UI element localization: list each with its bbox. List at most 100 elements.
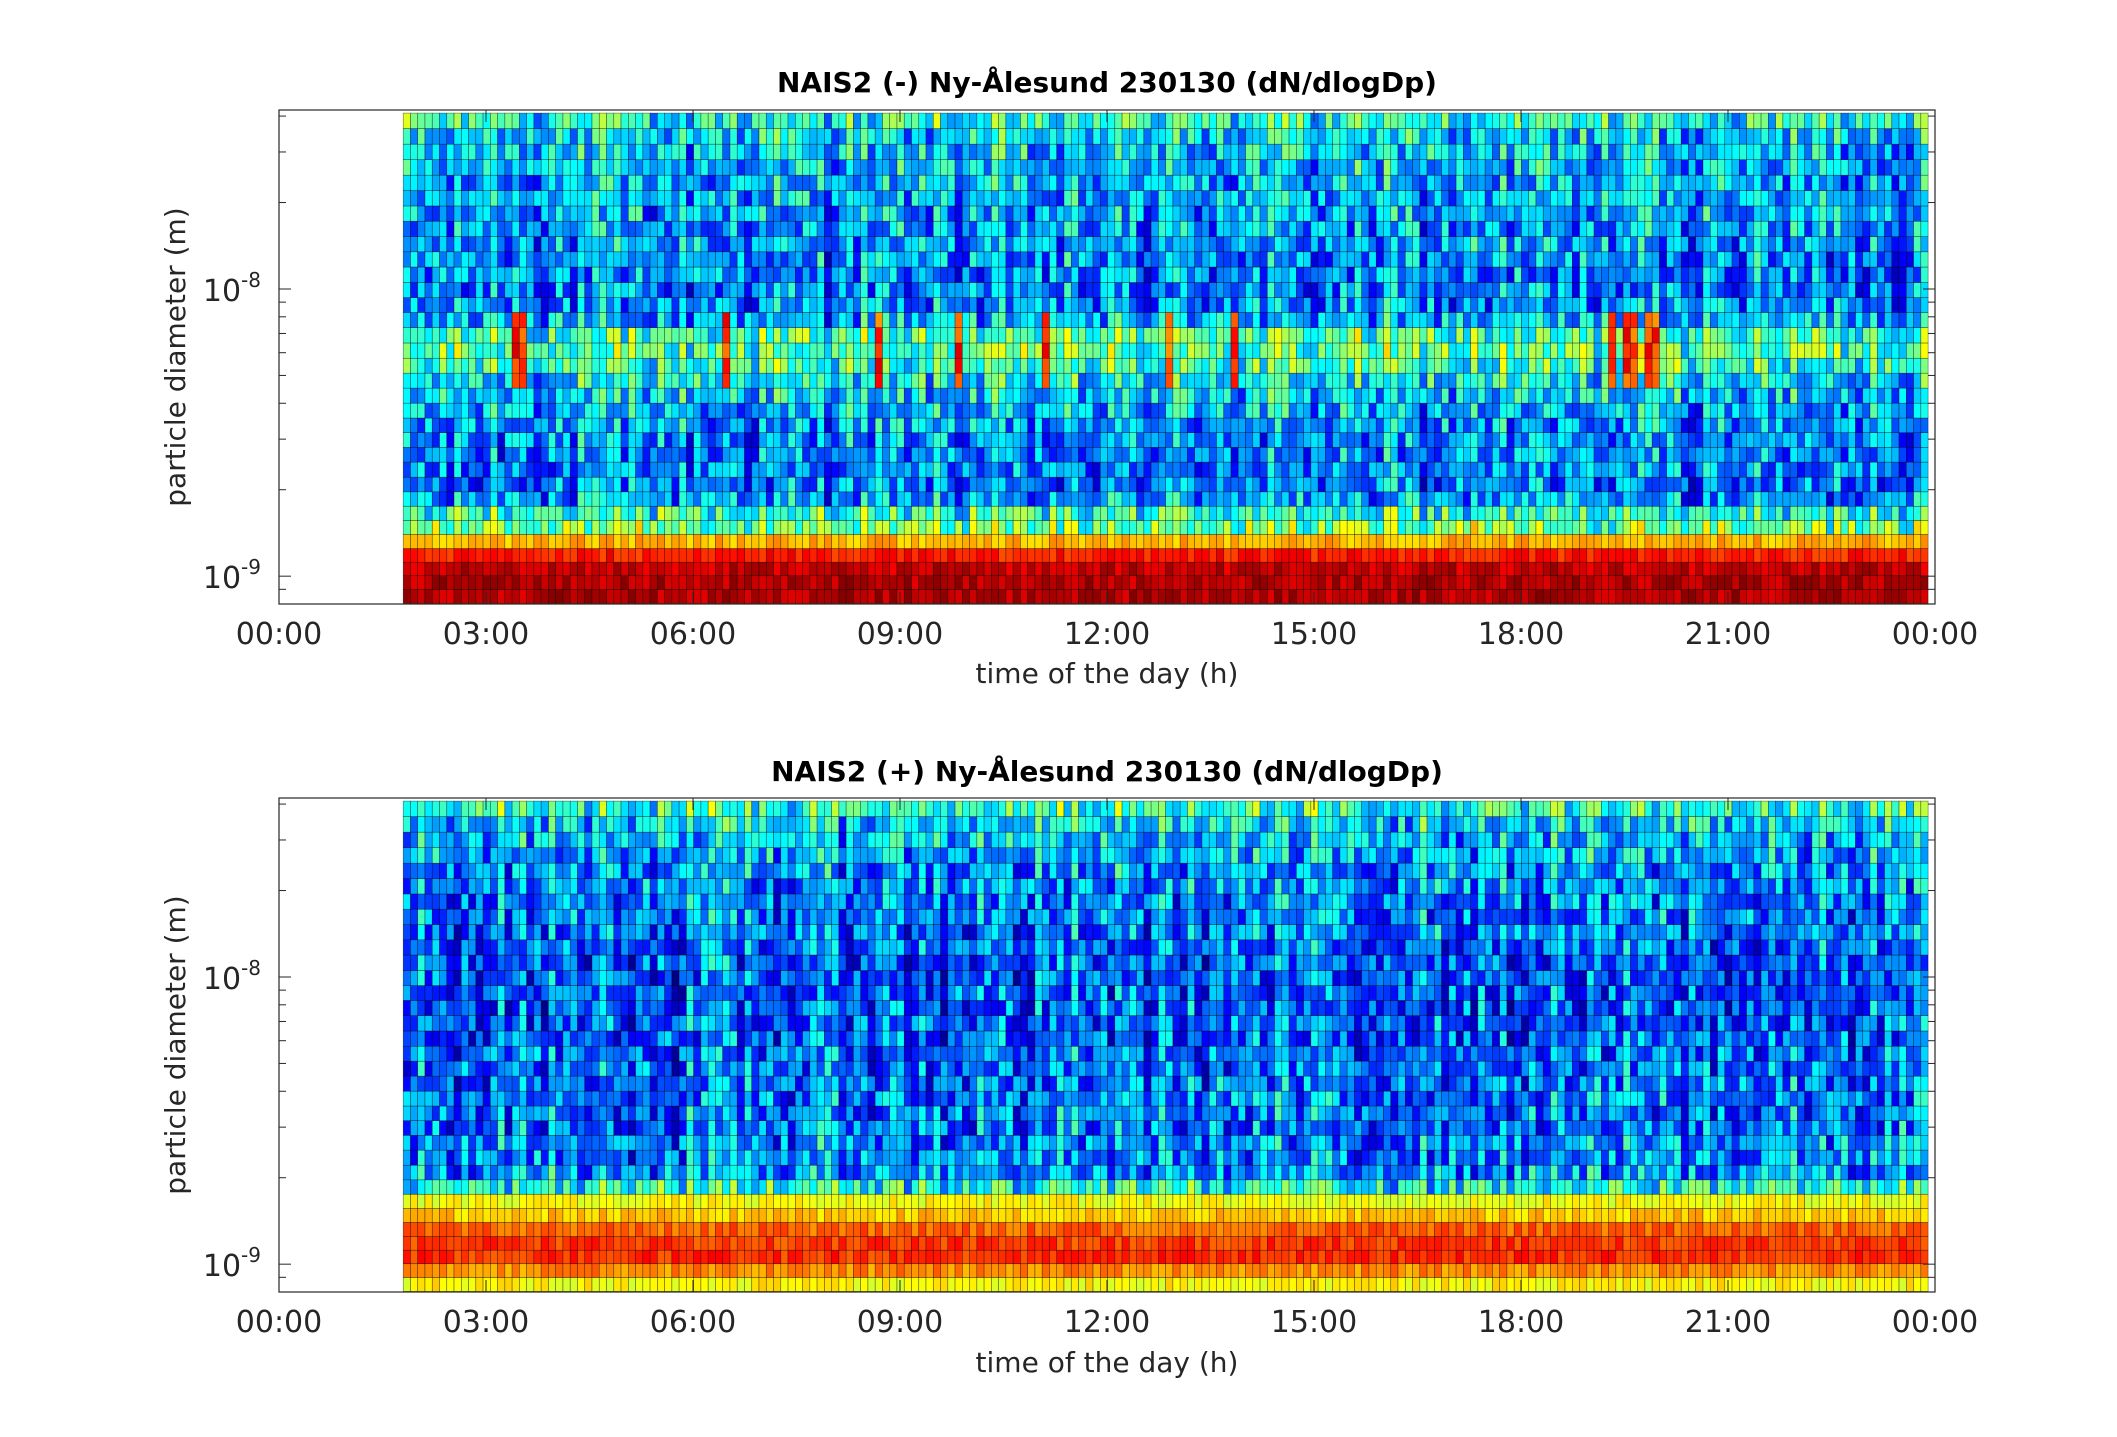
heatmap-cell [424, 174, 433, 191]
heatmap-cell [555, 589, 564, 604]
heatmap-cell [548, 575, 556, 590]
heatmap-cell [1404, 534, 1413, 549]
heatmap-cell [1259, 112, 1268, 129]
heatmap-cell [1049, 143, 1058, 161]
heatmap-cell [1332, 402, 1341, 419]
heatmap-cell [1223, 266, 1232, 283]
heatmap-cell [1100, 220, 1108, 237]
heatmap-cell [1100, 282, 1108, 298]
heatmap-cell [1165, 561, 1174, 577]
heatmap-cell [671, 534, 680, 549]
heatmap-cell [809, 561, 818, 577]
heatmap-cell [1448, 417, 1457, 433]
heatmap-cell [686, 282, 694, 298]
heatmap-cell [1085, 461, 1094, 478]
heatmap-cell [402, 297, 411, 313]
heatmap-cell [1267, 297, 1275, 313]
heatmap-cell [809, 112, 818, 129]
heatmap-cell [1375, 312, 1384, 328]
heatmap-cell [1223, 143, 1232, 161]
heatmap-cell [657, 461, 665, 478]
heatmap-cell [707, 548, 716, 563]
heatmap-cell [526, 342, 535, 359]
heatmap-cell [446, 266, 455, 283]
heatmap-cell [555, 357, 564, 374]
heatmap-cell [439, 205, 448, 222]
heatmap-cell [475, 461, 484, 478]
heatmap-cell [1005, 589, 1014, 604]
heatmap-cell [1121, 312, 1130, 328]
heatmap-cell [1056, 312, 1065, 328]
heatmap-cell [504, 520, 513, 535]
heatmap-cell [490, 220, 498, 237]
heatmap-cell [1455, 417, 1464, 433]
heatmap-cell [1070, 282, 1079, 298]
heatmap-cell [1303, 190, 1312, 207]
heatmap-cell [1448, 589, 1457, 604]
heatmap-cell [722, 236, 731, 253]
heatmap-cell [671, 446, 680, 463]
heatmap-cell [962, 143, 970, 161]
heatmap-cell [1325, 205, 1333, 222]
heatmap-cell [1121, 548, 1130, 563]
heatmap-cell [1441, 446, 1450, 463]
heatmap-cell [627, 402, 636, 419]
heatmap-cell [1056, 575, 1065, 590]
heatmap-cell [657, 342, 665, 359]
heatmap-cell [1412, 342, 1421, 359]
heatmap-cell [686, 417, 694, 433]
heatmap-cell [1361, 190, 1370, 207]
heatmap-cell [1339, 297, 1348, 313]
heatmap-cell [983, 220, 992, 237]
heatmap-cell [969, 357, 978, 374]
heatmap-cell [896, 327, 905, 344]
heatmap-cell [744, 174, 753, 191]
heatmap-cell [613, 575, 622, 590]
heatmap-cell [1070, 575, 1079, 590]
heatmap-cell [1288, 205, 1297, 222]
heatmap-cell [460, 342, 469, 359]
heatmap-cell [758, 520, 767, 535]
heatmap-cell [1245, 312, 1254, 328]
heatmap-cell [526, 491, 535, 507]
heatmap-cell [1412, 589, 1421, 604]
heatmap-cell [1339, 205, 1348, 222]
heatmap-cell [860, 251, 869, 268]
heatmap-cell [1085, 159, 1094, 176]
heatmap-cell [460, 417, 469, 433]
heatmap-cell [693, 282, 702, 298]
heatmap-cell [649, 476, 658, 493]
heatmap-cell [1070, 205, 1079, 222]
heatmap-cell [526, 174, 535, 191]
heatmap-cell [1049, 282, 1058, 298]
heatmap-cell [1390, 561, 1399, 577]
heatmap-cell [1041, 575, 1050, 590]
heatmap-cell [911, 128, 920, 145]
heatmap-cell [969, 520, 978, 535]
heatmap-cell [598, 461, 607, 478]
heatmap-cell [657, 159, 665, 176]
heatmap-cell [460, 387, 469, 404]
heatmap-cell [1346, 220, 1355, 237]
heatmap-cell [918, 589, 927, 604]
heatmap-cell [693, 128, 702, 145]
heatmap-cell [1121, 561, 1130, 577]
heatmap-cell [722, 476, 731, 493]
heatmap-cell [838, 548, 847, 563]
heatmap-cell [700, 236, 709, 253]
heatmap-cell [606, 402, 615, 419]
heatmap-cell [1448, 174, 1457, 191]
heatmap-cell [1296, 112, 1304, 129]
heatmap-cell [707, 297, 716, 313]
heatmap-cell [533, 297, 542, 313]
heatmap-cell [925, 327, 934, 344]
heatmap-cell [925, 190, 934, 207]
heatmap-cell [940, 357, 949, 374]
heatmap-cell [882, 534, 891, 549]
heatmap-cell [417, 143, 426, 161]
heatmap-cell [736, 357, 745, 374]
heatmap-cell [1012, 205, 1021, 222]
heatmap-cell [1143, 342, 1152, 359]
heatmap-cell [729, 446, 738, 463]
heatmap-cell [460, 159, 469, 176]
